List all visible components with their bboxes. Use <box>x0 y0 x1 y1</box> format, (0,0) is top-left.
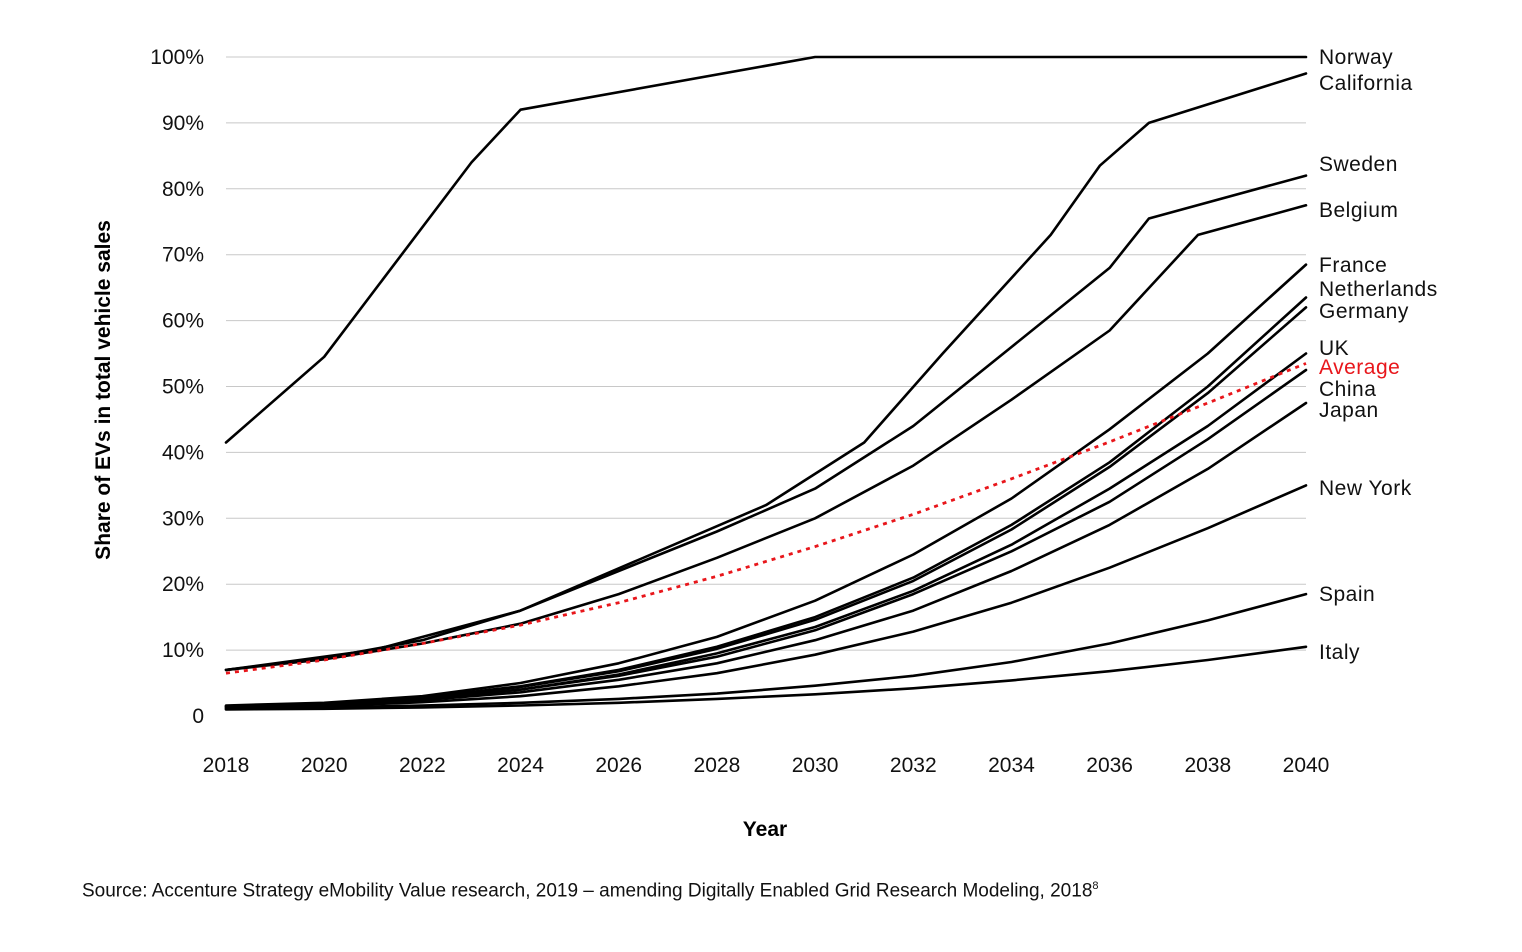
series-line-new-york <box>224 484 1308 710</box>
y-tick-label: 20% <box>162 573 204 596</box>
series-lines <box>224 55 1308 711</box>
x-tick-label: 2026 <box>595 754 642 777</box>
footnote-marker: 8 <box>1092 880 1099 892</box>
y-tick-label: 40% <box>162 441 204 464</box>
series-label-netherlands: Netherlands <box>1319 278 1438 301</box>
x-axis-title: Year <box>743 818 787 841</box>
x-axis-ticks: 2018 2020 2022 2024 2026 2028 2030 2032 2034 2036… <box>203 754 1330 777</box>
y-tick-label: 10% <box>162 639 204 662</box>
x-tick-label: 2020 <box>301 754 348 777</box>
y-axis-ticks: 0 10% 20% 30% 40% 50% 60% 70% 80% 90% 100% <box>150 46 204 728</box>
series-label-sweden: Sweden <box>1319 153 1398 176</box>
series-label-japan: Japan <box>1319 399 1379 422</box>
x-tick-label: 2038 <box>1184 754 1231 777</box>
series-label-china: China <box>1319 378 1376 401</box>
y-tick-label: 80% <box>162 178 204 201</box>
x-tick-label: 2040 <box>1283 754 1330 777</box>
x-tick-label: 2022 <box>399 754 446 777</box>
x-tick-label: 2032 <box>890 754 937 777</box>
series-line-italy <box>224 645 1308 711</box>
series-line-average <box>225 362 1307 675</box>
y-tick-label: 90% <box>162 112 204 135</box>
series-line-uk <box>224 352 1308 709</box>
series-line-spain <box>224 592 1308 711</box>
x-tick-label: 2018 <box>203 754 250 777</box>
series-line-norway <box>224 55 1308 444</box>
y-tick-label: 50% <box>162 376 204 399</box>
x-tick-label: 2036 <box>1086 754 1133 777</box>
series-label-california: California <box>1319 72 1413 95</box>
series-label-france: France <box>1319 254 1387 277</box>
series-line-belgium <box>224 204 1308 672</box>
x-tick-label: 2030 <box>792 754 839 777</box>
y-tick-label: 0 <box>192 705 204 728</box>
series-label-belgium: Belgium <box>1319 199 1398 222</box>
source-text: Source: Accenture Strategy eMobility Val… <box>82 880 1093 902</box>
source-note: Source: Accenture Strategy eMobility Val… <box>82 880 1099 902</box>
series-label-average: Average <box>1319 356 1400 379</box>
series-label-new-york: New York <box>1319 477 1412 500</box>
series-label-italy: Italy <box>1319 641 1360 664</box>
series-line-sweden <box>224 174 1308 672</box>
y-tick-label: 100% <box>150 46 204 69</box>
series-label-norway: Norway <box>1319 46 1393 69</box>
x-tick-label: 2024 <box>497 754 544 777</box>
series-labels: Norway California Sweden Belgium FranceNethe… <box>1319 46 1438 664</box>
series-line-japan <box>224 401 1308 709</box>
series-line-california <box>224 72 1308 672</box>
series-label-spain: Spain <box>1319 583 1375 606</box>
y-tick-label: 60% <box>162 310 204 333</box>
y-tick-label: 70% <box>162 244 204 267</box>
y-tick-label: 30% <box>162 507 204 530</box>
series-label-germany: Germany <box>1319 300 1409 323</box>
y-axis-title: Share of EVs in total vehicle sales <box>92 220 115 560</box>
series-label-uk: UK <box>1319 337 1349 360</box>
x-tick-label: 2028 <box>694 754 741 777</box>
x-tick-label: 2034 <box>988 754 1035 777</box>
